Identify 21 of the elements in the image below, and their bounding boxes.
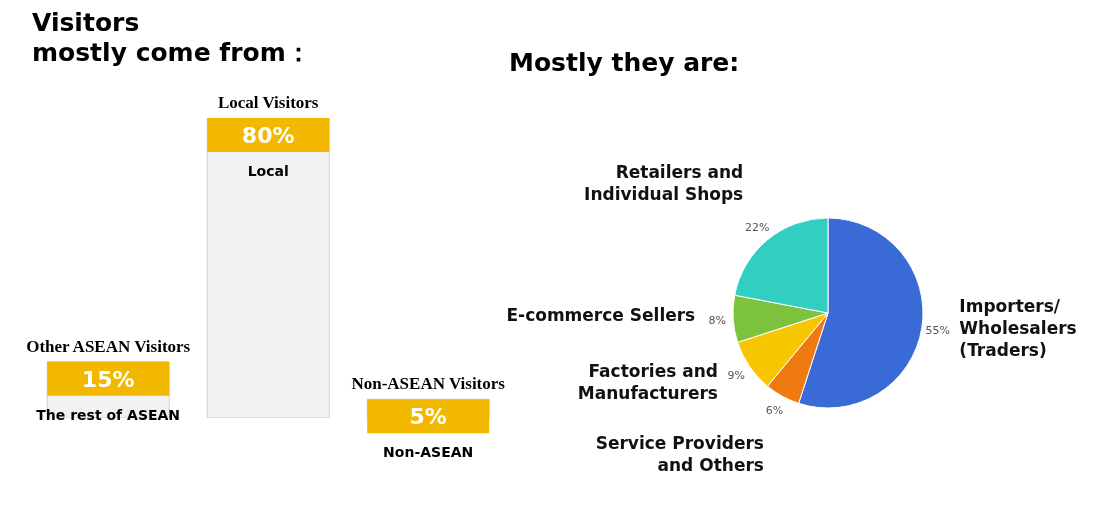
data-label: 8% [708,313,726,327]
x-tick-label: Non-ASEAN Visitors [351,374,506,394]
slice-label: Importers/ Wholesalers (Traders) [959,295,1077,360]
data-label: 9% [727,369,745,383]
slice-label: Factories and Manufacturers [577,360,718,403]
annotation: Local [247,163,289,179]
slice-label: Retailers and Individual Shops [584,161,744,204]
data-label: 5% [409,404,447,430]
slice-label: E-commerce Sellers [506,305,696,326]
chart-title: Visitors mostly come from： [32,8,311,67]
annotation: The rest of ASEAN [36,406,181,423]
data-label: 15% [81,366,135,392]
slice-label: Service Providers and Others [595,432,764,475]
data-label: 6% [765,404,784,418]
data-label: 55% [925,324,950,338]
data-label: 80% [241,123,295,148]
x-tick-label: Other ASEAN Visitors [26,336,191,356]
data-label: 22% [745,221,770,235]
chart-title: Mostly they are: [509,48,741,78]
x-tick-label: Local Visitors [217,93,319,112]
text: Non-ASEAN [383,444,474,461]
